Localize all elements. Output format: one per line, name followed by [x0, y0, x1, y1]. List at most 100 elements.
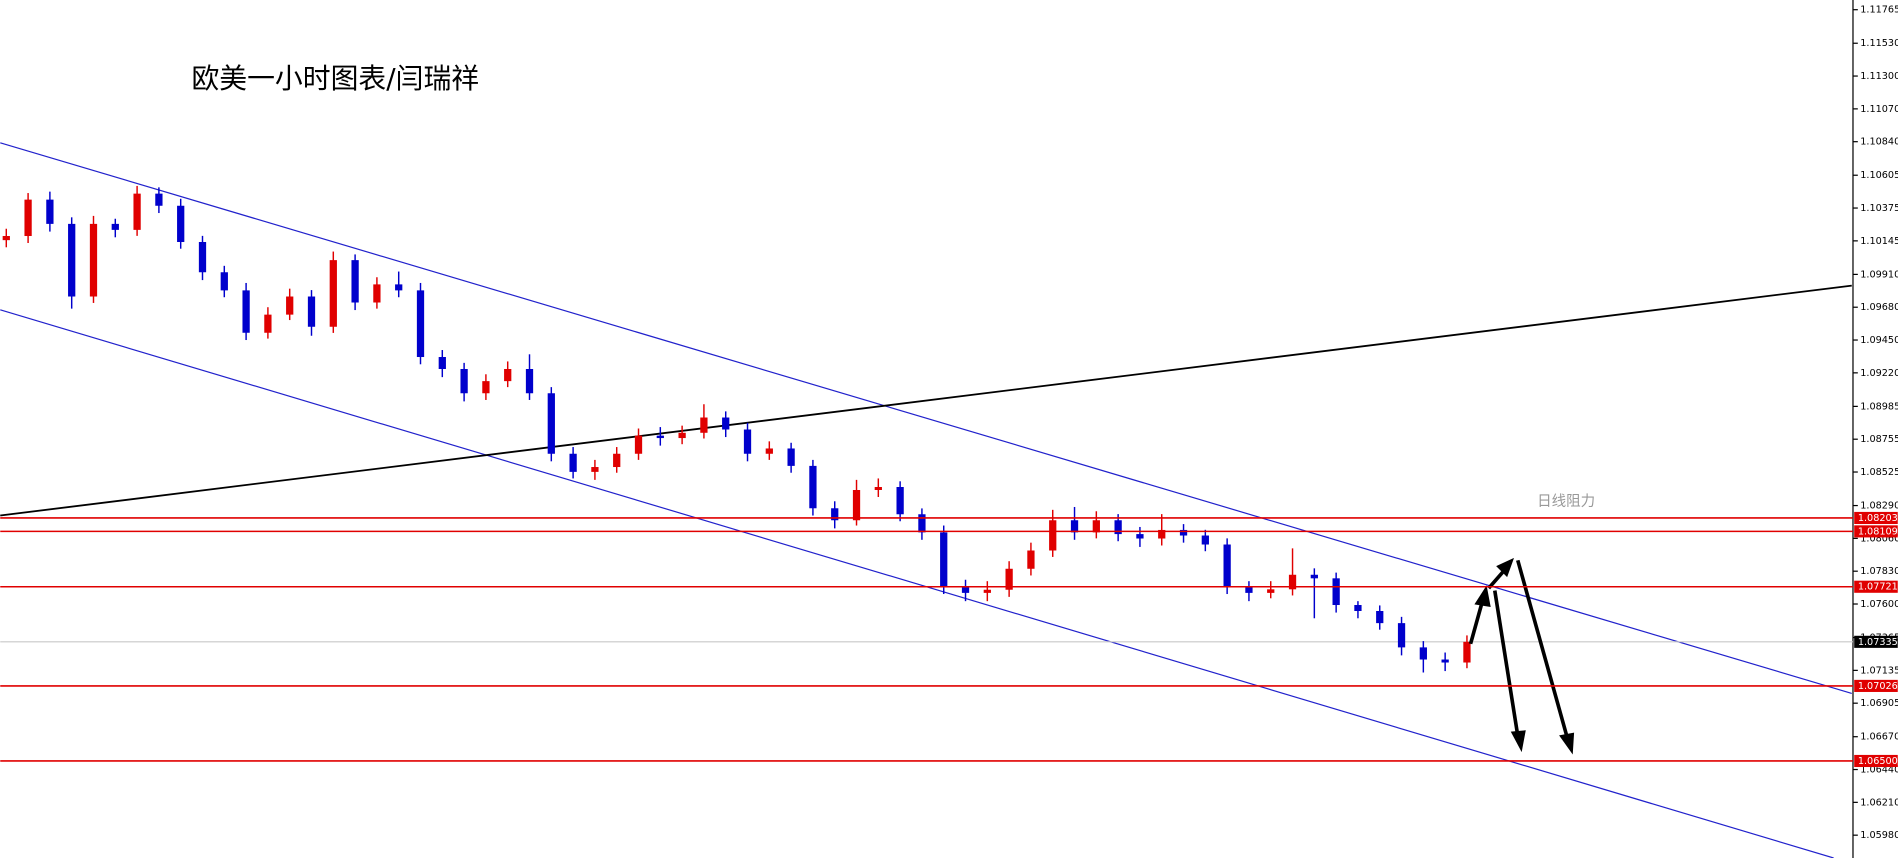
- level-label-box: [1854, 679, 1898, 692]
- candle-body: [1005, 568, 1013, 590]
- level-label: 1.07026: [1858, 681, 1898, 692]
- candle-body: [1201, 535, 1209, 545]
- candle-body: [809, 465, 817, 509]
- candle-body: [2, 236, 10, 241]
- candle-body: [896, 487, 904, 515]
- candle-body: [961, 586, 970, 593]
- candle-body: [591, 467, 599, 472]
- level-label: 1.08203: [1858, 513, 1898, 524]
- y-tick-label: 1.11530: [1860, 38, 1898, 49]
- candle-body: [1267, 589, 1275, 593]
- candle-body: [918, 514, 926, 533]
- y-tick-label: 1.10145: [1860, 236, 1898, 247]
- candle-body: [416, 290, 425, 358]
- candle-body: [678, 432, 686, 439]
- candle-body: [177, 205, 185, 243]
- candle-body: [1049, 520, 1057, 551]
- candle-body: [1223, 544, 1231, 587]
- candle-body: [743, 429, 752, 454]
- candle-body: [722, 417, 730, 430]
- last-price-label: 1.07335: [1858, 637, 1898, 648]
- candle-body: [656, 435, 664, 439]
- y-tick-label: 1.06210: [1860, 797, 1898, 808]
- level-label: 1.06500: [1858, 756, 1898, 767]
- candle-body: [1463, 641, 1471, 663]
- candle-body: [1179, 529, 1188, 536]
- candle-body: [133, 193, 141, 230]
- arrows: [1468, 557, 1575, 755]
- candle-body: [46, 199, 54, 224]
- y-tick-label: 1.08985: [1860, 401, 1898, 412]
- candle-body: [1310, 574, 1318, 579]
- channel-lower: [0, 309, 1834, 858]
- candle-body: [68, 223, 76, 297]
- candle-body: [373, 284, 381, 303]
- y-tick-label: 1.10840: [1860, 137, 1898, 148]
- candle-body: [874, 487, 882, 491]
- candle-body: [155, 193, 163, 206]
- candle-body: [940, 532, 948, 587]
- y-tick-label: 1.11765: [1860, 5, 1898, 16]
- level-label-box: [1854, 580, 1898, 593]
- candle-body: [1397, 623, 1406, 648]
- candle-body: [700, 417, 708, 433]
- y-tick-label: 1.07830: [1860, 566, 1898, 577]
- candle-body: [482, 381, 490, 394]
- candle-body: [286, 296, 294, 315]
- candle-body: [1419, 647, 1427, 660]
- y-tick-label: 1.09220: [1860, 368, 1898, 379]
- candle-body: [1158, 529, 1166, 539]
- y-tick-label: 1.06440: [1860, 765, 1898, 776]
- candle-body: [1354, 605, 1362, 612]
- y-tick-label: 1.08060: [1860, 533, 1898, 544]
- candle-body: [634, 435, 643, 454]
- candle-body: [787, 448, 795, 466]
- candle-body: [504, 368, 512, 382]
- y-tick-label: 1.08755: [1860, 434, 1898, 445]
- last-price-box: [1854, 635, 1898, 648]
- candle-body: [1245, 586, 1253, 593]
- annotation: 日线阻力: [1537, 493, 1595, 510]
- y-tick-label: 1.07600: [1860, 599, 1898, 610]
- y-tick-label: 1.06670: [1860, 732, 1898, 743]
- candle-body: [307, 296, 316, 327]
- candle-body: [198, 242, 207, 273]
- y-tick-label: 1.10605: [1860, 170, 1898, 181]
- y-tick-label: 1.11300: [1860, 71, 1898, 82]
- candle-body: [1136, 534, 1144, 539]
- candle-body: [220, 272, 228, 291]
- y-tick-label: 1.09910: [1860, 269, 1898, 280]
- candle-body: [24, 199, 32, 237]
- candle-body: [1288, 574, 1297, 590]
- candle-body: [329, 260, 337, 327]
- candle-body: [351, 260, 359, 303]
- level-label-box: [1854, 525, 1898, 538]
- channel-upper: [0, 142, 1852, 694]
- y-tick-label: 1.08525: [1860, 467, 1898, 478]
- y-tick-label: 1.09680: [1860, 302, 1898, 313]
- candle-body: [1070, 520, 1079, 533]
- y-tick-label: 1.08290: [1860, 501, 1898, 512]
- candle-body: [1441, 659, 1449, 663]
- level-label: 1.07721: [1858, 582, 1898, 593]
- candle-body: [613, 453, 621, 468]
- candle-body: [1332, 578, 1340, 606]
- candle-body: [831, 508, 839, 521]
- y-tick-label: 1.05980: [1860, 830, 1898, 841]
- level-label-box: [1854, 511, 1898, 525]
- candle-body: [1092, 520, 1100, 533]
- candle-body: [1376, 611, 1384, 624]
- candle-body: [111, 223, 119, 230]
- candle-body: [89, 223, 98, 297]
- candle-body: [438, 357, 446, 369]
- y-tick-label: 1.10375: [1860, 203, 1898, 214]
- level-label: 1.08109: [1858, 526, 1898, 537]
- y-tick-label: 1.06905: [1860, 698, 1898, 709]
- level-label-box: [1854, 754, 1898, 768]
- candle-body: [525, 368, 534, 394]
- candle-body: [395, 284, 403, 291]
- candle-body: [983, 589, 991, 593]
- candle-body: [242, 290, 250, 333]
